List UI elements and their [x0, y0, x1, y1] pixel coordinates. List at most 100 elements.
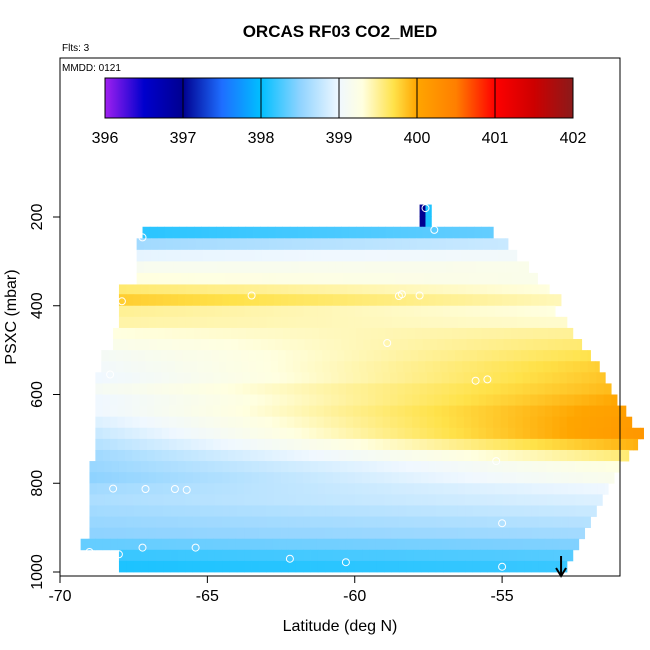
- heatmap-cell: [338, 416, 347, 429]
- heatmap-cell: [558, 350, 566, 362]
- heatmap-cell: [213, 449, 222, 462]
- heatmap-cell: [332, 305, 341, 318]
- heatmap-cell: [295, 316, 304, 329]
- heatmap-cell: [597, 494, 603, 506]
- heatmap-cell: [211, 350, 220, 362]
- heatmap-cell: [391, 505, 400, 517]
- heatmap-cell: [306, 238, 314, 251]
- heatmap-cell: [177, 516, 186, 529]
- heatmap-cell: [133, 305, 142, 318]
- heatmap-cell: [130, 361, 139, 373]
- heatmap-cell: [353, 383, 362, 395]
- heatmap-cell: [317, 472, 326, 484]
- heatmap-cell: [537, 449, 546, 462]
- heatmap-cell: [589, 438, 597, 451]
- heatmap-cell: [434, 427, 443, 440]
- heatmap-cell: [96, 516, 105, 529]
- heatmap-cell: [323, 438, 332, 451]
- heatmap-cell: [456, 449, 465, 462]
- heatmap-cell: [238, 226, 247, 239]
- heatmap-cell: [510, 339, 519, 351]
- heatmap-cell: [412, 427, 420, 440]
- sample-point: [471, 376, 480, 385]
- heatmap-cell: [531, 472, 540, 484]
- heatmap-cell: [200, 316, 208, 329]
- heatmap-cell: [229, 549, 238, 562]
- heatmap-cell: [303, 461, 311, 473]
- heatmap-cell: [508, 538, 516, 551]
- heatmap-cell: [294, 427, 303, 440]
- heatmap-cell: [309, 405, 317, 418]
- heatmap-cell: [540, 339, 549, 351]
- heatmap-cell: [502, 284, 510, 295]
- heatmap-cell: [347, 305, 356, 318]
- heatmap-cell: [362, 294, 370, 307]
- heatmap-cell: [232, 249, 241, 262]
- heatmap-cell: [553, 527, 562, 540]
- heatmap-cell: [251, 316, 260, 329]
- heatmap-cell: [177, 284, 186, 295]
- heatmap-cell: [144, 261, 152, 274]
- heatmap-cell: [516, 505, 525, 517]
- heatmap-cell: [281, 294, 289, 307]
- heatmap-cell: [574, 383, 583, 395]
- heatmap-cell: [200, 549, 208, 562]
- heatmap-cell: [264, 405, 273, 418]
- heatmap-cell: [537, 438, 546, 451]
- heatmap-cell: [465, 294, 474, 307]
- heatmap-cell: [401, 261, 410, 274]
- heatmap-cell: [441, 372, 450, 384]
- heatmap-cell: [533, 327, 541, 340]
- heatmap-cell: [191, 372, 199, 384]
- heatmap-cell: [468, 272, 476, 285]
- heatmap-cell: [502, 494, 510, 506]
- heatmap-cell: [457, 316, 466, 329]
- heatmap-cell: [465, 527, 474, 540]
- heatmap-cell: [390, 427, 398, 440]
- heatmap-cell: [210, 249, 219, 262]
- heatmap-cell: [118, 316, 127, 329]
- heatmap-cell: [362, 316, 370, 329]
- heatmap-cell: [421, 483, 429, 495]
- heatmap-cell: [404, 538, 413, 551]
- heatmap-cell: [443, 516, 451, 529]
- heatmap-cell: [245, 339, 254, 351]
- heatmap-cell: [369, 483, 378, 495]
- heatmap-cell: [397, 372, 406, 384]
- heatmap-cell: [485, 416, 494, 429]
- heatmap-cell: [220, 405, 229, 418]
- heatmap-cell: [493, 383, 502, 395]
- heatmap-cell: [500, 405, 509, 418]
- heatmap-cell: [320, 272, 329, 285]
- heatmap-cell: [350, 238, 359, 251]
- heatmap-cell: [144, 272, 152, 285]
- heatmap-cell: [384, 494, 392, 506]
- heatmap-cell: [222, 461, 230, 473]
- heatmap-cell: [261, 261, 270, 274]
- heatmap-cell: [555, 339, 563, 351]
- heatmap-cell: [207, 284, 216, 295]
- heatmap-cell: [266, 294, 275, 307]
- heatmap-cell: [288, 472, 297, 484]
- heatmap-cell: [546, 505, 555, 517]
- heatmap-cell: [154, 449, 163, 462]
- heatmap-cell: [253, 339, 261, 351]
- heatmap-cell: [487, 505, 496, 517]
- heatmap-cell: [226, 361, 235, 373]
- heatmap-cell: [188, 249, 196, 262]
- heatmap-cell: [258, 472, 267, 484]
- heatmap-cell: [295, 294, 304, 307]
- heatmap-cell: [331, 416, 339, 429]
- heatmap-cell: [357, 238, 366, 251]
- heatmap-cell: [456, 405, 465, 418]
- heatmap-cell: [279, 405, 288, 418]
- heatmap-cell: [331, 405, 339, 418]
- heatmap-cell: [603, 449, 612, 462]
- heatmap-cell: [117, 372, 126, 384]
- heatmap-cell: [279, 383, 288, 395]
- heatmap-cell: [611, 438, 619, 451]
- heatmap-cell: [298, 249, 307, 262]
- heatmap-cell: [354, 549, 363, 562]
- heatmap-cell: [204, 361, 213, 373]
- heatmap-cell: [574, 538, 580, 551]
